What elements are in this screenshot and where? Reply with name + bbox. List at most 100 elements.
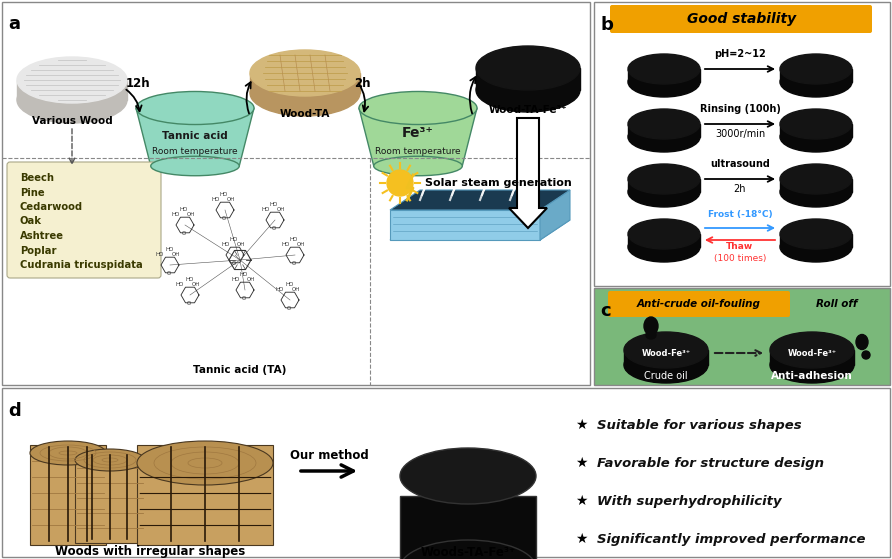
- Text: OH: OH: [192, 282, 201, 287]
- Text: OH: OH: [172, 252, 180, 257]
- Bar: [2, 2, 590, 385]
- FancyBboxPatch shape: [790, 291, 884, 317]
- Ellipse shape: [137, 441, 273, 485]
- Text: HO: HO: [281, 242, 289, 247]
- Ellipse shape: [30, 441, 106, 465]
- Polygon shape: [390, 220, 570, 240]
- Polygon shape: [390, 190, 570, 210]
- Ellipse shape: [151, 157, 239, 176]
- Ellipse shape: [476, 68, 580, 112]
- Text: Ashtree: Ashtree: [20, 231, 64, 241]
- Text: O: O: [287, 306, 292, 311]
- Text: Anti-adhesion: Anti-adhesion: [771, 371, 853, 381]
- Ellipse shape: [856, 334, 868, 349]
- Bar: [594, 288, 890, 385]
- Ellipse shape: [250, 50, 360, 96]
- Bar: [780, 179, 852, 192]
- Text: Beech: Beech: [20, 173, 54, 183]
- Text: Wood-TA: Wood-TA: [280, 109, 330, 119]
- Ellipse shape: [17, 57, 127, 103]
- Text: Tannic acid: Tannic acid: [162, 131, 227, 141]
- Bar: [75, 453, 145, 543]
- Text: O: O: [232, 261, 236, 266]
- Ellipse shape: [136, 92, 254, 125]
- Text: Woods-TA-Fe³⁺: Woods-TA-Fe³⁺: [420, 546, 516, 559]
- Bar: [770, 350, 854, 365]
- Text: Favorable for structure design: Favorable for structure design: [597, 457, 824, 470]
- Text: Cedarwood: Cedarwood: [20, 202, 83, 212]
- Ellipse shape: [780, 109, 852, 139]
- Ellipse shape: [770, 347, 854, 383]
- Text: Woods with irregular shapes: Woods with irregular shapes: [55, 545, 245, 558]
- Text: HO: HO: [270, 202, 278, 207]
- Ellipse shape: [476, 46, 580, 90]
- Text: HO: HO: [231, 277, 239, 282]
- Bar: [476, 68, 580, 90]
- Bar: [2, 388, 890, 557]
- Text: HO: HO: [276, 287, 285, 292]
- Ellipse shape: [359, 92, 477, 125]
- Ellipse shape: [780, 232, 852, 262]
- Bar: [624, 350, 708, 365]
- Text: Our method: Our method: [290, 449, 368, 462]
- Text: O: O: [222, 216, 227, 221]
- FancyBboxPatch shape: [608, 291, 790, 317]
- Text: 12h: 12h: [126, 77, 151, 90]
- Text: Roll off: Roll off: [816, 299, 858, 309]
- Bar: [628, 69, 700, 82]
- Text: Anti-crude oil-fouling: Anti-crude oil-fouling: [637, 299, 761, 309]
- Text: HO: HO: [240, 272, 248, 277]
- Circle shape: [387, 170, 413, 196]
- Text: 2h: 2h: [734, 184, 747, 194]
- Text: HO: HO: [185, 277, 194, 282]
- Text: ultrasound: ultrasound: [710, 159, 770, 169]
- Text: Good stability: Good stability: [688, 12, 797, 26]
- Text: OH: OH: [187, 212, 195, 217]
- Text: Room temperature: Room temperature: [376, 146, 461, 155]
- Text: Wood-Fe³⁺: Wood-Fe³⁺: [641, 349, 690, 358]
- Text: 2h: 2h: [354, 77, 370, 90]
- Polygon shape: [540, 190, 570, 240]
- Text: HO: HO: [180, 207, 188, 212]
- Text: OH: OH: [237, 242, 245, 247]
- Ellipse shape: [628, 122, 700, 152]
- Bar: [137, 445, 273, 545]
- Text: HO: HO: [211, 197, 219, 202]
- Text: HO: HO: [221, 242, 229, 247]
- Ellipse shape: [780, 177, 852, 207]
- Text: Rinsing (100h): Rinsing (100h): [699, 104, 780, 114]
- Text: 3000r/min: 3000r/min: [714, 129, 765, 139]
- Ellipse shape: [250, 70, 360, 116]
- Text: Cudrania tricuspidata: Cudrania tricuspidata: [20, 260, 143, 270]
- Text: HO: HO: [285, 282, 293, 287]
- Ellipse shape: [862, 351, 870, 359]
- Ellipse shape: [628, 67, 700, 97]
- Ellipse shape: [374, 157, 462, 176]
- Ellipse shape: [624, 347, 708, 383]
- Text: pH=2~12: pH=2~12: [714, 49, 766, 59]
- Polygon shape: [359, 108, 477, 166]
- Text: d: d: [8, 402, 21, 420]
- Text: c: c: [600, 302, 611, 320]
- Ellipse shape: [780, 122, 852, 152]
- Text: Pine: Pine: [20, 187, 45, 197]
- Text: HO: HO: [171, 212, 179, 217]
- Text: HO: HO: [156, 252, 164, 257]
- Text: OH: OH: [292, 287, 301, 292]
- FancyArrow shape: [509, 118, 547, 228]
- Ellipse shape: [646, 331, 656, 339]
- Text: Wood-TA-Fe³⁺: Wood-TA-Fe³⁺: [489, 105, 567, 115]
- Ellipse shape: [780, 67, 852, 97]
- Ellipse shape: [628, 164, 700, 194]
- Bar: [780, 124, 852, 137]
- Text: HO: HO: [290, 237, 299, 242]
- Bar: [628, 124, 700, 137]
- Text: Crude oil: Crude oil: [644, 371, 688, 381]
- Ellipse shape: [400, 448, 536, 504]
- Ellipse shape: [780, 219, 852, 249]
- Text: Thaw: Thaw: [726, 242, 754, 251]
- Text: Tannic acid (TA): Tannic acid (TA): [194, 365, 286, 375]
- Ellipse shape: [628, 177, 700, 207]
- Polygon shape: [390, 210, 540, 240]
- Text: Poplar: Poplar: [20, 245, 56, 255]
